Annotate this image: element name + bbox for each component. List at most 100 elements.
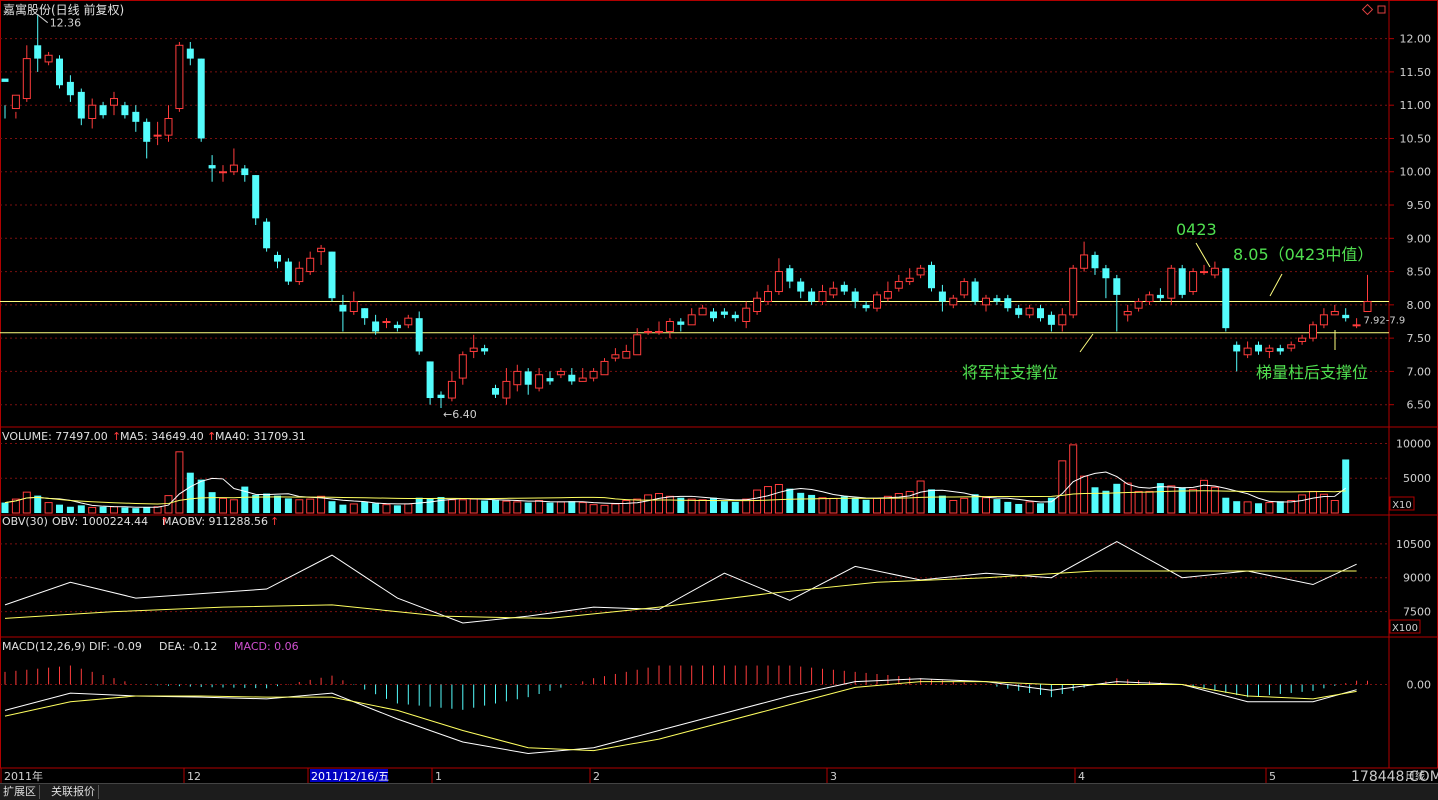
- volume-bar-up: [883, 495, 892, 514]
- volume-bar-up: [600, 504, 609, 514]
- candle-body-down: [786, 268, 794, 282]
- volume-bar-down: [132, 508, 140, 513]
- volume-bar-up: [633, 498, 642, 514]
- volume-bar-down: [1255, 503, 1262, 513]
- candle-body-up: [589, 370, 598, 379]
- volume-bar-up: [382, 504, 391, 514]
- volume-bar-down: [786, 488, 794, 513]
- candle-body-down: [524, 371, 532, 385]
- price-tick-label: 8.00: [1407, 299, 1432, 312]
- candle-body-up: [1265, 347, 1274, 352]
- candle-body-down: [284, 261, 292, 282]
- candle-body-down: [481, 348, 489, 352]
- volume-bar-up: [687, 498, 696, 514]
- candle-body-up: [873, 294, 881, 309]
- x-axis-label: 4: [1078, 770, 1085, 783]
- volume-bar-down: [426, 498, 434, 513]
- volume-bar-down: [1156, 483, 1164, 513]
- volume-legend: VOLUME: 77497.00: [2, 430, 108, 443]
- volume-bar-up: [949, 499, 958, 514]
- price-tick-label: 6.50: [1407, 399, 1432, 412]
- macd-legend: DEA: -0.12: [159, 640, 217, 653]
- volume-bar-down: [1222, 497, 1230, 513]
- volume-bar-down: [938, 495, 946, 513]
- candle-body-up: [11, 94, 20, 110]
- macd-tick-label: 0.00: [1407, 679, 1432, 692]
- candle-body-down: [971, 281, 979, 302]
- candle-body-down: [437, 394, 445, 399]
- candle-body-down: [426, 361, 434, 399]
- volume-bar-up: [175, 451, 184, 514]
- volume-bar-up: [458, 499, 467, 514]
- candle-body-up: [469, 347, 478, 352]
- volume-bar-down: [731, 501, 739, 513]
- candle-body-up: [665, 320, 674, 332]
- volume-bar-down: [393, 505, 401, 513]
- candle-body-up: [1145, 294, 1154, 303]
- volume-bar-up: [306, 498, 315, 514]
- candle-body-up: [622, 350, 631, 359]
- volume-tick-label: 5000: [1403, 472, 1431, 485]
- candle-body-up: [742, 307, 751, 322]
- candle-body-up: [110, 98, 118, 106]
- price-tick-label: 10.50: [1400, 132, 1432, 145]
- volume-bar-down: [1091, 487, 1099, 513]
- candle-body-up: [1167, 267, 1176, 299]
- volume-bar-up: [11, 498, 20, 514]
- volume-bar-up: [873, 497, 881, 514]
- price-tick-label: 11.50: [1400, 66, 1432, 79]
- volume-bar-up: [578, 502, 587, 514]
- candle-body-down: [1156, 294, 1164, 299]
- volume-bar-up: [1309, 490, 1317, 514]
- volume-bar-up: [960, 497, 969, 514]
- chart-title: 嘉寓股份(日线 前复权): [3, 2, 124, 17]
- volume-unit-label: X10: [1392, 500, 1412, 511]
- candle-body-up: [1080, 254, 1089, 269]
- candle-body-up: [982, 297, 990, 306]
- candle-body-down: [393, 324, 401, 329]
- volume-bar-up: [1319, 493, 1328, 514]
- obv-tick-label: 9000: [1403, 572, 1431, 585]
- volume-bar-up: [1200, 479, 1208, 514]
- volume-bar-down: [1342, 459, 1350, 513]
- volume-bar-up: [611, 503, 620, 514]
- candle-body-up: [1298, 337, 1307, 342]
- bottom-tab-bar: 扩展区 关联报价: [0, 783, 1438, 800]
- candle-body-down: [274, 254, 281, 262]
- candle-body-down: [492, 388, 499, 395]
- volume-bar-up: [622, 499, 631, 514]
- volume-bar-down: [1233, 501, 1241, 513]
- volume-bar-up: [829, 497, 838, 514]
- candle-body-up: [1330, 311, 1339, 316]
- volume-bar-up: [229, 499, 238, 514]
- candle-body-down: [132, 111, 140, 122]
- volume-bar-up: [1145, 490, 1154, 514]
- candle-body-up: [1058, 314, 1067, 326]
- volume-bar-up: [655, 493, 663, 514]
- volume-bar-down: [546, 502, 554, 513]
- tab-expand-area[interactable]: 扩展区: [0, 785, 40, 799]
- volume-bar-down: [252, 494, 260, 513]
- candle-body-down: [328, 251, 336, 299]
- tab-related-quotes[interactable]: 关联报价: [48, 785, 99, 799]
- volume-bar-up: [774, 483, 783, 514]
- window-icon: [1377, 5, 1386, 14]
- candle-body-down: [862, 304, 870, 309]
- volume-bar-up: [644, 494, 653, 514]
- candle-body-up: [1210, 267, 1219, 276]
- volume-ma40-line: [4, 490, 1346, 505]
- x-axis-label: 2011年: [4, 769, 43, 783]
- volume-legend: MA40: 31709.31: [215, 430, 306, 443]
- volume-bar-up: [88, 506, 97, 514]
- volume-bar-up: [219, 497, 227, 514]
- up-arrow-icon: ↑: [207, 430, 216, 443]
- period-label: 日线: [1405, 769, 1425, 782]
- candle-body-down: [1113, 278, 1121, 295]
- up-arrow-icon: ↑: [270, 515, 279, 528]
- candle-body-down: [1222, 268, 1230, 329]
- candle-body-down: [415, 318, 423, 352]
- volume-bar-down: [437, 497, 445, 513]
- min-price-label: ←6.40: [443, 408, 477, 421]
- candle-body-down: [263, 221, 271, 249]
- annotation-ladder-volume-support: 梯量柱后支撑位: [1256, 363, 1368, 382]
